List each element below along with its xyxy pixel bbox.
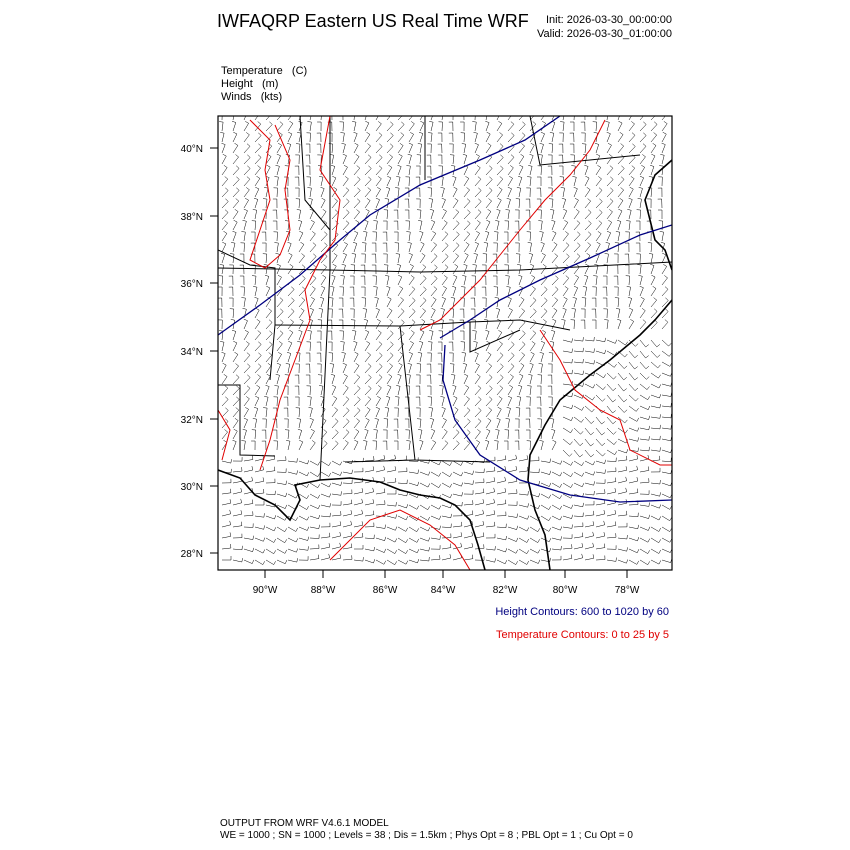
- map: [218, 116, 672, 570]
- lon-label: 86°W: [373, 585, 398, 596]
- lat-label: 30°N: [181, 482, 203, 493]
- valid-time: Valid: 2026-03-30_01:00:00: [537, 28, 672, 40]
- footer-line: OUTPUT FROM WRF V4.6.1 MODEL: [220, 818, 389, 829]
- title: IWFAQRP Eastern US Real Time WRF: [217, 11, 529, 31]
- init-time: Init: 2026-03-30_00:00:00: [546, 14, 672, 26]
- temperature-contours: [218, 116, 672, 570]
- lat-label: 38°N: [181, 212, 203, 223]
- barb-field: [218, 116, 672, 566]
- coastline: [218, 159, 672, 570]
- lon-label: 82°W: [493, 585, 518, 596]
- temperature-legend: Temperature Contours: 0 to 25 by 5: [496, 629, 669, 641]
- lon-label: 80°W: [553, 585, 578, 596]
- field-label: Winds (kts): [221, 91, 282, 103]
- lon-label: 90°W: [253, 585, 278, 596]
- lat-label: 36°N: [181, 279, 203, 290]
- map-frame: [217, 115, 673, 571]
- lat-label: 32°N: [181, 415, 203, 426]
- height-legend: Height Contours: 600 to 1020 by 60: [495, 606, 669, 618]
- axis-ticks: 40°N 38°N 36°N 34°N 32°N 30°N 28°N 90°W 88°W 86°W…: [181, 144, 640, 596]
- lon-label: 84°W: [431, 585, 456, 596]
- wind-barbs: [218, 116, 672, 566]
- footer-line: WE = 1000 ; SN = 1000 ; Levels = 38 ; Di…: [220, 830, 633, 841]
- field-label: Height (m): [221, 78, 278, 90]
- lat-label: 40°N: [181, 144, 203, 155]
- lon-label: 78°W: [615, 585, 640, 596]
- height-contours: [218, 116, 672, 503]
- lat-label: 34°N: [181, 347, 203, 358]
- lon-label: 88°W: [311, 585, 336, 596]
- lat-label: 28°N: [181, 549, 203, 560]
- field-label: Temperature (C): [221, 65, 307, 77]
- state-borders: [218, 116, 672, 481]
